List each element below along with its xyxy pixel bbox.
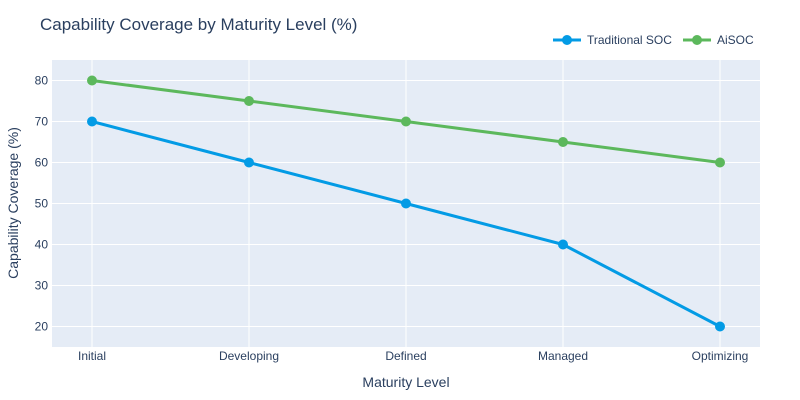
legend-label: AiSOC [717,33,754,47]
y-axis-title: Capability Coverage (%) [5,127,21,279]
legend-label: Traditional SOC [587,33,672,47]
chart-title: Capability Coverage by Maturity Level (%… [40,15,357,34]
data-point [244,96,254,106]
x-tick-label: Initial [78,349,106,363]
y-tick-label: 70 [35,115,49,129]
x-tick-label: Optimizing [692,349,749,363]
legend-item-2[interactable]: AiSOC [683,33,754,47]
data-point [87,75,97,86]
x-axis-ticks: Initial Developing Defined Managed Optimizin… [78,349,748,363]
y-tick-label: 30 [35,279,49,293]
series-points [87,75,725,332]
x-tick-label: Managed [538,349,588,363]
data-point [715,157,725,168]
legend-item-1[interactable]: Traditional SOC [553,33,672,47]
x-axis-title: Maturity Level [362,374,449,390]
data-point [401,198,411,209]
y-tick-label: 20 [35,320,49,334]
data-point [558,137,568,147]
y-tick-label: 60 [35,156,49,170]
data-point [558,239,568,250]
data-point [401,116,411,127]
legend-marker [562,35,572,45]
y-tick-label: 40 [35,238,49,252]
legend-marker [692,35,702,45]
y-tick-label: 50 [35,197,49,211]
data-point [87,116,97,127]
x-tick-label: Defined [385,349,426,363]
y-tick-label: 80 [35,74,49,88]
y-axis-ticks: 20 30 40 50 60 70 80 [35,74,49,334]
x-tick-label: Developing [219,349,279,363]
data-point [244,157,254,168]
legend[interactable]: Traditional SOC AiSOC [553,33,754,47]
data-point [715,321,725,332]
